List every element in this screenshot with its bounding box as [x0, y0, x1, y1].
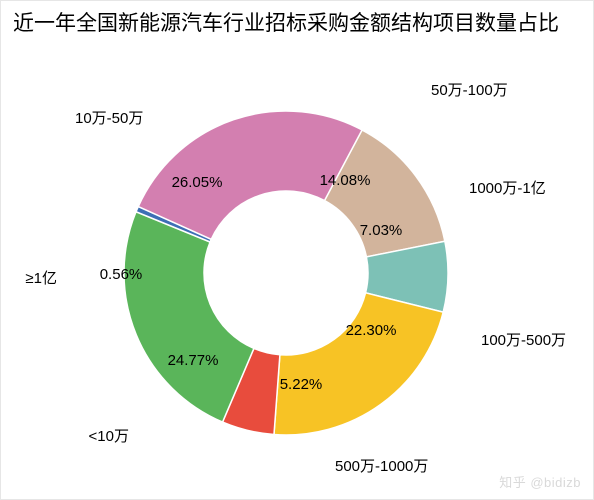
slice-category-label: 50万-100万	[431, 82, 508, 99]
slice-percent-label: 26.05%	[172, 174, 223, 191]
slice-category-label: 1000万-1亿	[469, 180, 546, 197]
slice-category-label: 10万-50万	[75, 110, 143, 127]
slice-percent-label: 22.30%	[346, 322, 397, 339]
slice-percent-label: 0.56%	[100, 266, 143, 283]
slice-percent-label: 14.08%	[320, 172, 371, 189]
donut-slice	[274, 293, 443, 435]
slice-category-label: ≥1亿	[25, 270, 57, 287]
chart-container: 近一年全国新能源汽车行业招标采购金额结构项目数量占比 14.08%50万-100…	[0, 0, 594, 500]
watermark: 知乎 @bidizb	[499, 472, 581, 491]
slice-percent-label: 24.77%	[168, 352, 219, 369]
slice-percent-label: 7.03%	[360, 222, 403, 239]
slice-category-label: 500万-1000万	[335, 458, 428, 475]
slice-category-label: 100万-500万	[481, 332, 566, 349]
donut-chart: 14.08% 50万-100万 7.03% 1000万-1亿 22.30% 100万-50…	[1, 1, 594, 500]
slice-category-label: <10万	[89, 428, 129, 445]
slice-percent-label: 5.22%	[280, 376, 323, 393]
donut-slice	[124, 212, 254, 422]
